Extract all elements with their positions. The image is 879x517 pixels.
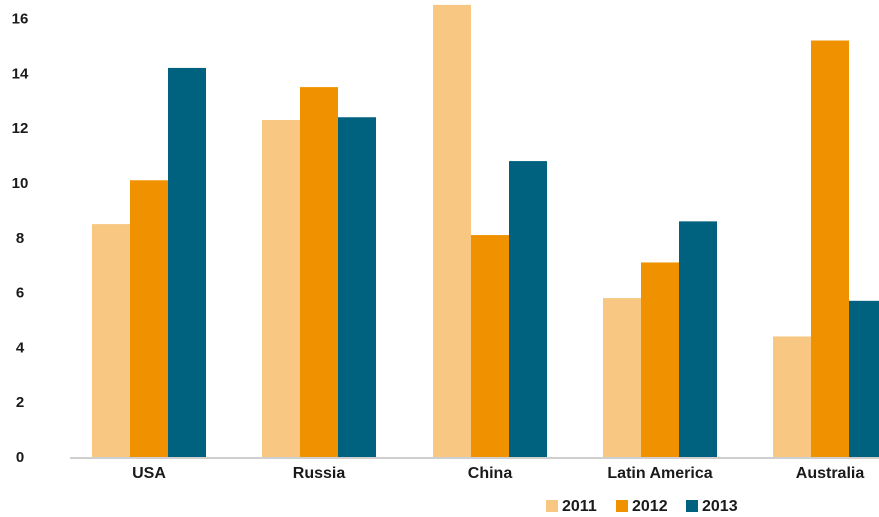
- y-tick-label: 8: [16, 230, 24, 247]
- bar-2013: [509, 161, 547, 457]
- category-label: China: [468, 465, 513, 482]
- bar-2013: [679, 221, 717, 457]
- bar-2012: [130, 180, 168, 457]
- y-axis-ticks: 0 2 4 6 8 10 12 14 16: [12, 11, 29, 466]
- legend-swatch-2011: [546, 500, 558, 512]
- legend-swatch-2012: [616, 500, 628, 512]
- legend-label: 2012: [632, 498, 668, 515]
- category-label: Australia: [796, 465, 865, 482]
- y-tick-label: 4: [16, 339, 25, 356]
- y-tick-label: 12: [12, 120, 29, 137]
- category-labels: USA Russia China Latin America Australia: [132, 465, 864, 482]
- bar-2012: [811, 40, 849, 458]
- bar-2013: [849, 300, 879, 457]
- y-tick-label: 14: [12, 65, 29, 82]
- legend: 2011 2012 2013: [546, 498, 738, 515]
- bar-2012: [641, 262, 679, 457]
- bar-2011: [92, 224, 130, 457]
- y-tick-label: 6: [16, 285, 24, 302]
- y-tick-label: 0: [16, 449, 24, 466]
- bar-2011: [433, 4, 471, 458]
- bar-2011: [773, 336, 811, 457]
- legend-label: 2011: [562, 498, 597, 515]
- bar-2013: [168, 67, 206, 458]
- y-tick-label: 16: [12, 11, 29, 28]
- category-label: Russia: [293, 465, 346, 482]
- y-tick-label: 10: [12, 175, 29, 192]
- y-tick-label: 2: [16, 394, 24, 411]
- bar-2011: [603, 298, 641, 457]
- bar-2012: [300, 87, 338, 457]
- bar-2011: [262, 119, 300, 457]
- category-label: Latin America: [607, 465, 712, 482]
- legend-label: 2013: [702, 498, 738, 515]
- bar-2012: [471, 235, 509, 457]
- legend-swatch-2013: [686, 500, 698, 512]
- bar-2013: [338, 117, 376, 458]
- bars: [92, 4, 879, 458]
- category-label: USA: [132, 465, 166, 482]
